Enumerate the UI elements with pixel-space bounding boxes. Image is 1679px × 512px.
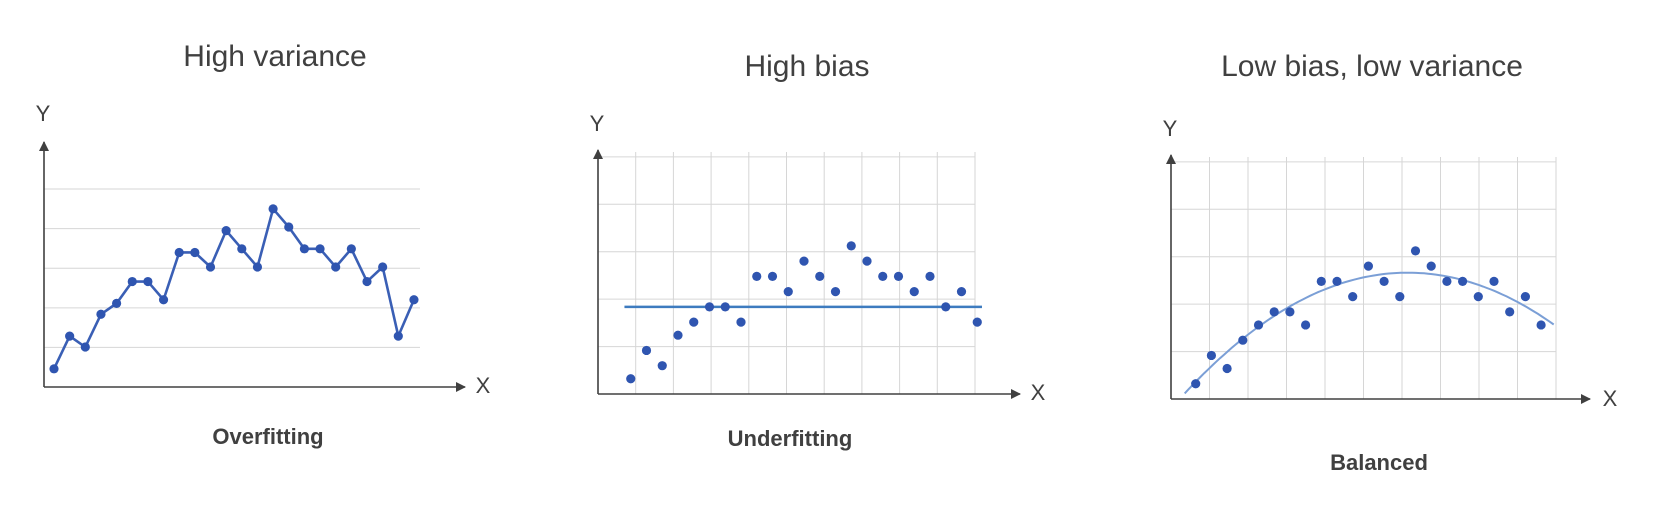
data-point [346, 244, 356, 254]
data-point [65, 331, 75, 341]
chart-title: High bias [744, 50, 869, 83]
data-point [409, 295, 419, 305]
data-point [752, 271, 762, 281]
data-point [1238, 335, 1248, 345]
data-point [205, 262, 216, 272]
data-point [956, 287, 967, 297]
data-point [1395, 292, 1405, 302]
chart-title: High variance [183, 40, 366, 73]
data-point [641, 345, 652, 356]
data-point [1536, 320, 1546, 330]
data-point [1442, 276, 1452, 286]
data-point [909, 287, 919, 297]
data-point [878, 271, 888, 281]
fit-curve [1183, 271, 1555, 395]
data-point [1505, 307, 1515, 317]
data-point [815, 271, 825, 281]
y-axis-label: Y [1163, 116, 1178, 141]
data-point [736, 317, 746, 327]
data-point [862, 256, 872, 266]
data-point [1191, 379, 1201, 389]
chart-caption: Balanced [1330, 450, 1428, 475]
data-point [299, 244, 309, 254]
plot-area [1166, 154, 1591, 404]
plot-area [39, 141, 466, 392]
data-point [893, 271, 904, 281]
data-point [846, 241, 856, 251]
data-point [315, 244, 325, 254]
data-point [331, 262, 341, 272]
data-point [1301, 320, 1311, 330]
data-point [1206, 350, 1216, 361]
data-point [673, 330, 683, 340]
data-point [252, 262, 263, 272]
y-axis-label: Y [590, 111, 605, 136]
data-point [174, 247, 184, 258]
data-point [96, 309, 106, 319]
x-axis-label: X [1031, 380, 1046, 405]
chart-title: Low bias, low variance [1221, 50, 1523, 83]
series-line [52, 207, 416, 370]
data-point [799, 256, 809, 266]
data-point [1410, 246, 1421, 256]
data-point [1426, 261, 1436, 271]
data-point [1473, 292, 1483, 302]
x-axis-label: X [1603, 386, 1618, 411]
data-point [362, 276, 372, 287]
chart-underfitting: High bias Y X Underfitting [590, 50, 1046, 451]
data-point [830, 287, 841, 297]
data-point [1363, 261, 1373, 271]
chart-balanced: Low bias, low variance Y X Balanced [1163, 50, 1618, 475]
data-point [720, 302, 730, 312]
data-point [657, 361, 667, 371]
data-point [1285, 307, 1295, 317]
data-point [1348, 292, 1358, 302]
data-point [1222, 363, 1232, 374]
data-point [626, 374, 636, 384]
data-point [112, 298, 122, 308]
data-point [237, 244, 247, 254]
data-point [972, 317, 982, 327]
data-point [689, 317, 699, 327]
data-point [941, 302, 951, 312]
plot-area [593, 149, 1021, 399]
data-point [80, 342, 90, 352]
data-point [393, 331, 403, 341]
data-point [767, 271, 778, 281]
data-point [143, 276, 153, 287]
data-point [1332, 276, 1342, 286]
data-point [158, 295, 169, 305]
data-point [1489, 276, 1499, 286]
data-point [1379, 276, 1389, 286]
chart-caption: Underfitting [728, 426, 853, 451]
data-point [1253, 320, 1264, 330]
data-point [190, 247, 200, 258]
data-point [1520, 292, 1530, 302]
data-point [1269, 307, 1279, 317]
data-point [268, 204, 278, 214]
x-axis-label: X [476, 373, 491, 398]
data-point [783, 287, 793, 297]
data-point [221, 226, 231, 236]
data-point [378, 262, 388, 272]
y-axis-label: Y [36, 101, 51, 126]
chart-overfitting: High variance Y X Overfitting [36, 40, 491, 449]
data-point [704, 302, 715, 312]
data-point [127, 276, 137, 287]
data-point [1316, 276, 1326, 286]
chart-caption: Overfitting [212, 424, 323, 449]
data-point [1458, 276, 1468, 286]
data-point [49, 364, 59, 374]
data-point [925, 271, 935, 281]
data-point [284, 222, 294, 232]
